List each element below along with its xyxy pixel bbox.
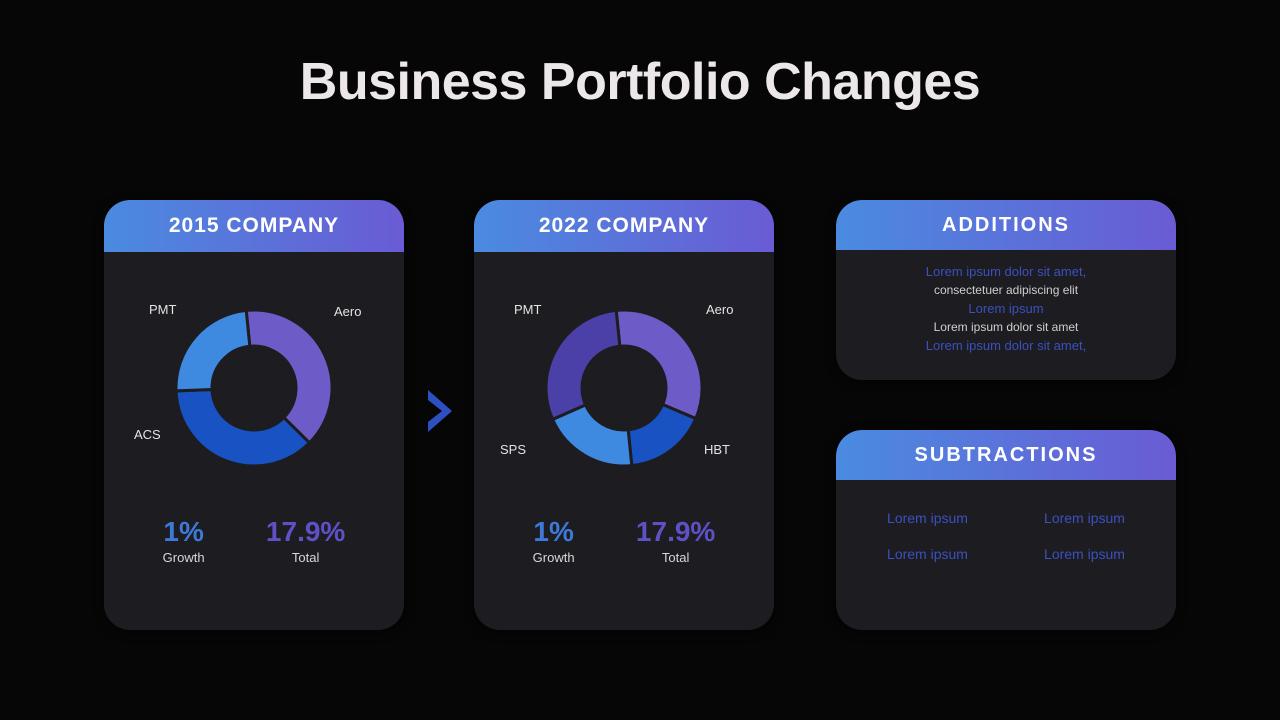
stat-growth-label: Growth bbox=[533, 550, 575, 565]
stat-growth-value: 1% bbox=[533, 516, 575, 548]
content-stage: 2015 COMPANY 39%Aero37%ACS24%PMT 1% Grow… bbox=[104, 200, 1176, 630]
subtractions-item: Lorem ipsum bbox=[864, 510, 991, 526]
additions-line: Lorem ipsum dolor sit amet, bbox=[926, 338, 1086, 353]
donut-slice bbox=[176, 310, 250, 391]
donut-chart-2015: 39%Aero37%ACS24%PMT bbox=[104, 252, 404, 512]
donut-svg bbox=[104, 252, 404, 512]
subtractions-item: Lorem ipsum bbox=[864, 546, 991, 562]
chart-card-2015: 2015 COMPANY 39%Aero37%ACS24%PMT 1% Grow… bbox=[104, 200, 404, 630]
card-header-2022: 2022 COMPANY bbox=[474, 200, 774, 252]
stat-total-value: 17.9% bbox=[266, 516, 345, 548]
chart-card-2022: 2022 COMPANY 33%Aero17%HBT20%SPS30%PMT 1… bbox=[474, 200, 774, 630]
additions-panel: ADDITIONS Lorem ipsum dolor sit amet, con… bbox=[836, 200, 1176, 380]
subtractions-header: SUBTRACTIONS bbox=[836, 430, 1176, 480]
additions-line: Lorem ipsum bbox=[968, 301, 1043, 316]
stats-row-2015: 1% Growth 17.9% Total bbox=[104, 516, 404, 565]
donut-chart-2022: 33%Aero17%HBT20%SPS30%PMT bbox=[474, 252, 774, 512]
donut-svg bbox=[474, 252, 774, 512]
donut-slice bbox=[176, 390, 309, 466]
stats-row-2022: 1% Growth 17.9% Total bbox=[474, 516, 774, 565]
stat-total-label: Total bbox=[266, 550, 345, 565]
additions-line: consectetuer adipiscing elit bbox=[934, 283, 1078, 297]
stat-total-label: Total bbox=[636, 550, 715, 565]
additions-body: Lorem ipsum dolor sit amet, consectetuer … bbox=[836, 250, 1176, 371]
stat-growth-value: 1% bbox=[163, 516, 205, 548]
donut-slice bbox=[546, 310, 620, 419]
stat-total-value: 17.9% bbox=[636, 516, 715, 548]
stat-growth-label: Growth bbox=[163, 550, 205, 565]
donut-slice bbox=[616, 310, 702, 419]
additions-header: ADDITIONS bbox=[836, 200, 1176, 250]
additions-line: Lorem ipsum dolor sit amet, bbox=[926, 264, 1086, 279]
page-title: Business Portfolio Changes bbox=[0, 52, 1280, 112]
card-header-2015: 2015 COMPANY bbox=[104, 200, 404, 252]
stat-total-2015: 17.9% Total bbox=[266, 516, 345, 565]
additions-line: Lorem ipsum dolor sit amet bbox=[934, 320, 1079, 334]
stat-growth-2022: 1% Growth bbox=[533, 516, 575, 565]
stat-growth-2015: 1% Growth bbox=[163, 516, 205, 565]
donut-slice bbox=[628, 404, 696, 465]
subtractions-item: Lorem ipsum bbox=[1021, 546, 1148, 562]
stat-total-2022: 17.9% Total bbox=[636, 516, 715, 565]
subtractions-item: Lorem ipsum bbox=[1021, 510, 1148, 526]
subtractions-body: Lorem ipsum Lorem ipsum Lorem ipsum Lorem i… bbox=[836, 480, 1176, 562]
arrow-right-icon bbox=[424, 388, 458, 439]
subtractions-panel: SUBTRACTIONS Lorem ipsumLorem ipsumLorem… bbox=[836, 430, 1176, 630]
